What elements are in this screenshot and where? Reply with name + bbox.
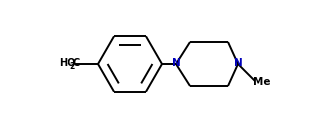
Text: Me: Me (253, 77, 271, 87)
Text: HO: HO (59, 58, 75, 67)
Text: C: C (72, 58, 79, 67)
Text: N: N (172, 58, 180, 67)
Text: N: N (233, 58, 243, 67)
Text: 2: 2 (69, 62, 74, 71)
